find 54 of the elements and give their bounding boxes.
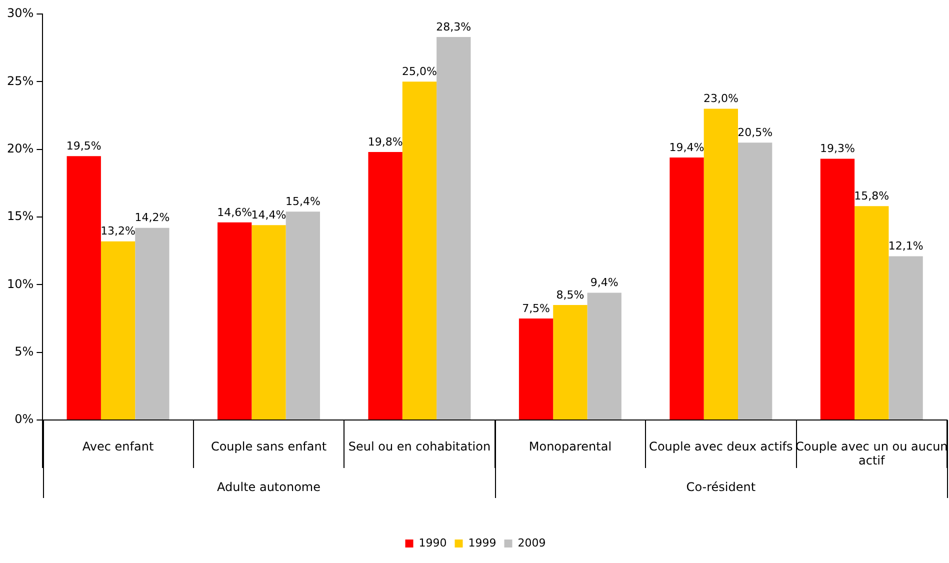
data-label: 15,4%	[285, 194, 320, 208]
y-tick-label: 15%	[7, 209, 34, 224]
legend-label: 2009	[518, 536, 546, 550]
bar	[518, 318, 554, 420]
bar	[820, 158, 855, 420]
data-label: 7,5%	[522, 302, 550, 315]
data-label: 23,0%	[703, 92, 738, 106]
data-label: 25,0%	[402, 65, 437, 78]
bar	[66, 156, 101, 420]
text: Adulte autonome	[217, 480, 320, 494]
bar	[854, 206, 889, 420]
bar	[587, 292, 622, 420]
bar	[888, 256, 923, 420]
data-label: 28,3%	[436, 20, 472, 34]
x-tick-label: Couple avec deux actifs	[649, 439, 793, 454]
bar	[100, 241, 136, 420]
data-label: 15,8%	[854, 190, 890, 203]
data-label: 13,2%	[100, 224, 136, 238]
y-tick-label: 0%	[14, 412, 34, 426]
bar	[436, 37, 471, 420]
data-label: 12,1%	[888, 240, 924, 253]
data-label: 19,5%	[66, 139, 102, 152]
y-tick-label: 25%	[7, 74, 34, 88]
data-label: 19,4%	[669, 140, 704, 154]
data-label: 14,2%	[134, 211, 170, 224]
data-label: 8,5%	[556, 288, 584, 302]
bar	[553, 304, 588, 420]
bar	[402, 82, 437, 420]
data-label: 19,8%	[368, 135, 403, 148]
legend-label: 1999	[468, 536, 496, 550]
y-tick-label: 10%	[7, 276, 34, 291]
bar	[738, 142, 772, 420]
data-label: 9,4%	[590, 276, 618, 290]
y-tick-label: 5%	[14, 344, 34, 358]
bar	[704, 108, 738, 420]
y-tick-label: 30%	[7, 6, 34, 20]
x-tick-label: Seul ou en cohabitation	[348, 439, 491, 454]
bar	[218, 222, 252, 420]
bar	[368, 152, 402, 420]
bar	[252, 225, 286, 420]
x-tick-label: Avec enfant	[82, 439, 154, 454]
data-label: 14,6%	[217, 206, 252, 219]
bar	[670, 157, 704, 420]
x-tick-label: Couple sans enfant	[210, 439, 327, 454]
text: Co-résident	[686, 480, 756, 494]
legend-label: 1990	[418, 536, 447, 550]
bar	[286, 212, 320, 420]
bar	[135, 228, 170, 420]
y-tick-label: 20%	[7, 141, 34, 156]
data-label: 14,4%	[251, 208, 286, 222]
data-label: 19,3%	[820, 142, 855, 156]
data-label: 20,5%	[738, 126, 773, 139]
x-tick-label: Couple avec un ou aucun actif	[796, 439, 948, 468]
x-tick-label: Monoparental	[528, 439, 612, 454]
